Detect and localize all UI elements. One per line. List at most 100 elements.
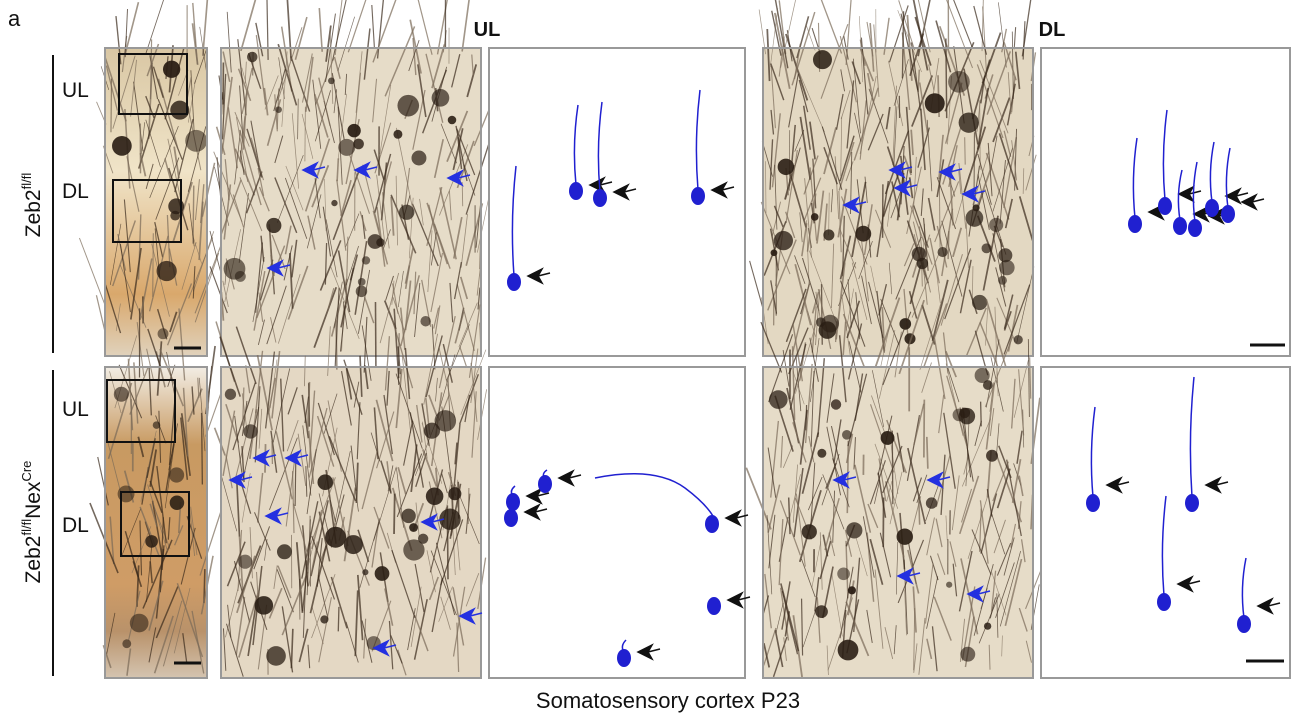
soma xyxy=(966,209,984,227)
region-label: DL xyxy=(62,514,89,537)
traced-soma xyxy=(705,515,719,533)
soma xyxy=(817,449,826,458)
soma xyxy=(157,261,177,281)
neurite xyxy=(372,5,375,49)
traced-soma xyxy=(1237,615,1251,633)
soma xyxy=(881,431,895,445)
soma xyxy=(145,535,158,548)
neurite xyxy=(202,413,203,485)
soma xyxy=(403,539,424,560)
neurite xyxy=(241,0,262,51)
soma xyxy=(401,509,415,523)
soma xyxy=(185,130,207,152)
soma xyxy=(983,380,993,390)
soma xyxy=(424,423,440,439)
neurite xyxy=(146,0,165,55)
soma xyxy=(999,260,1014,275)
soma xyxy=(235,271,246,282)
soma xyxy=(982,243,992,253)
traced-soma xyxy=(707,597,721,615)
soma xyxy=(399,205,414,220)
traced-soma xyxy=(1205,199,1219,217)
soma xyxy=(948,71,970,93)
soma xyxy=(802,524,817,539)
traced-soma xyxy=(593,189,607,207)
caption: Somatosensory cortex P23 xyxy=(536,688,800,713)
neurite xyxy=(462,0,472,51)
soma xyxy=(225,389,236,400)
tracing-panel xyxy=(489,48,745,356)
neurite xyxy=(750,261,764,309)
traced-soma xyxy=(1157,593,1171,611)
soma xyxy=(317,474,333,490)
figure: a UL DL Zeb2fl/fl Zeb2fl/flNexCre UL DL … xyxy=(0,0,1293,717)
soma xyxy=(266,218,281,233)
micrograph xyxy=(763,367,1033,678)
soma xyxy=(325,527,346,548)
traced-soma xyxy=(1128,215,1142,233)
soma xyxy=(238,555,252,569)
soma xyxy=(426,488,444,506)
neurite xyxy=(295,460,296,506)
soma xyxy=(448,116,457,125)
soma xyxy=(837,567,850,580)
soma xyxy=(375,566,390,581)
soma xyxy=(353,139,364,150)
soma xyxy=(393,130,402,139)
soma xyxy=(774,231,793,250)
soma xyxy=(411,151,426,166)
soma xyxy=(848,586,856,594)
soma xyxy=(821,315,839,333)
soma xyxy=(158,328,169,339)
panel-label: a xyxy=(8,6,21,31)
region-label: DL xyxy=(62,180,89,203)
soma xyxy=(811,213,819,221)
soma xyxy=(420,316,430,326)
traced-soma xyxy=(1086,494,1100,512)
neurite xyxy=(79,238,105,305)
soma xyxy=(897,529,913,545)
traced-soma xyxy=(617,649,631,667)
soma xyxy=(347,124,360,137)
soma xyxy=(972,295,987,310)
soma xyxy=(946,582,952,588)
soma xyxy=(938,247,948,257)
neurite xyxy=(319,8,322,52)
soma xyxy=(362,569,368,575)
soma xyxy=(275,106,282,113)
traced-soma xyxy=(1173,217,1187,235)
row-label: Zeb2fl/flNexCre xyxy=(19,461,45,584)
tracing-panel xyxy=(1041,367,1290,678)
soma xyxy=(984,622,991,629)
traced-soma xyxy=(507,273,521,291)
soma xyxy=(122,639,131,648)
traced-soma xyxy=(1221,205,1235,223)
soma xyxy=(842,430,852,440)
column-header: DL xyxy=(1039,19,1066,41)
neurite xyxy=(819,0,842,53)
soma xyxy=(846,522,862,538)
soma xyxy=(170,495,184,509)
soma xyxy=(362,256,370,264)
soma xyxy=(959,112,979,132)
soma xyxy=(973,204,980,211)
soma xyxy=(998,276,1007,285)
soma xyxy=(838,640,859,661)
traced-soma xyxy=(1188,219,1202,237)
neurite xyxy=(1014,27,1015,49)
neurite xyxy=(210,231,221,274)
region-label: UL xyxy=(62,79,89,102)
soma xyxy=(368,234,383,249)
soma xyxy=(823,229,834,240)
traced-soma xyxy=(569,182,583,200)
traced-soma xyxy=(691,187,705,205)
soma xyxy=(448,487,461,500)
soma xyxy=(989,218,1003,232)
panels xyxy=(79,0,1290,678)
soma xyxy=(813,50,832,69)
soma xyxy=(247,52,257,62)
soma xyxy=(899,318,911,330)
soma xyxy=(243,424,257,438)
traced-soma xyxy=(538,475,552,493)
soma xyxy=(320,615,328,623)
